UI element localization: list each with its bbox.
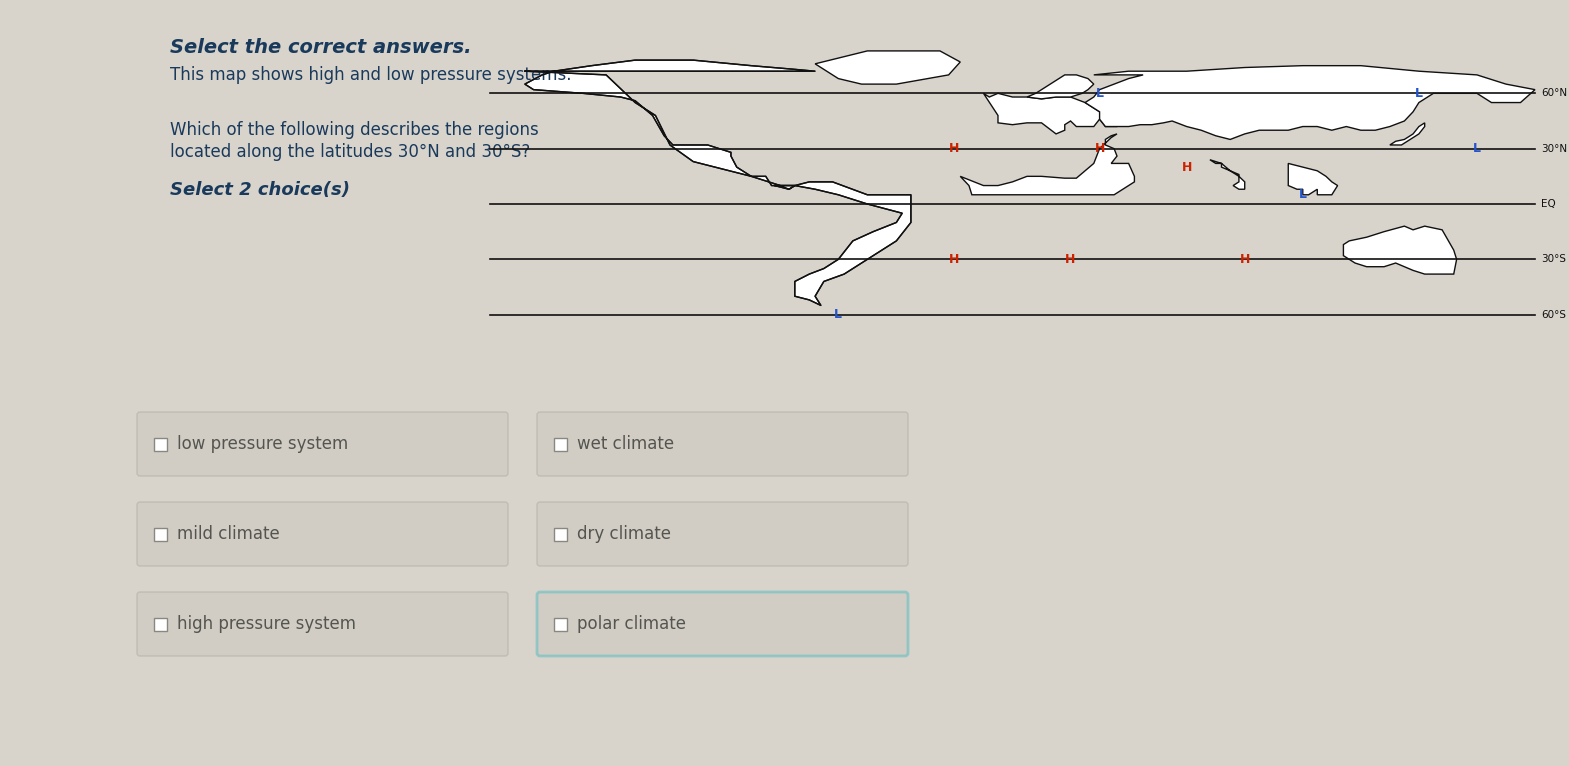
Polygon shape [1210,160,1244,189]
Text: located along the latitudes 30°N and 30°S?: located along the latitudes 30°N and 30°… [169,143,530,161]
Text: dry climate: dry climate [577,525,672,543]
Text: H: H [1095,142,1105,155]
Text: H: H [1181,161,1192,174]
Text: This map shows high and low pressure systems.: This map shows high and low pressure sys… [169,66,571,84]
Text: L: L [1415,87,1423,100]
Polygon shape [1390,123,1425,145]
Bar [154,437,166,450]
FancyBboxPatch shape [137,502,508,566]
Text: polar climate: polar climate [577,615,686,633]
Text: low pressure system: low pressure system [177,435,348,453]
Text: H: H [949,142,960,155]
Polygon shape [1086,66,1534,139]
Text: 60°N: 60°N [1541,88,1567,98]
Polygon shape [775,182,912,306]
Polygon shape [1343,226,1456,274]
Text: L: L [835,308,843,321]
Text: 60°S: 60°S [1541,309,1566,319]
Bar [154,528,166,541]
Polygon shape [984,93,1123,134]
Text: Select 2 choice(s): Select 2 choice(s) [169,181,350,199]
FancyBboxPatch shape [137,412,508,476]
Text: 30°S: 30°S [1541,254,1566,264]
FancyBboxPatch shape [537,592,908,656]
Text: high pressure system: high pressure system [177,615,356,633]
Bar [154,617,166,630]
Polygon shape [816,51,960,84]
FancyBboxPatch shape [137,592,508,656]
Text: L: L [1095,87,1103,100]
Text: mild climate: mild climate [177,525,279,543]
Bar [554,617,566,630]
FancyBboxPatch shape [537,502,908,566]
Text: 30°N: 30°N [1541,144,1567,154]
Text: L: L [1473,142,1481,155]
Bar [554,437,566,450]
Polygon shape [526,61,816,189]
Text: EQ: EQ [1541,199,1556,209]
Bar [554,528,566,541]
Polygon shape [960,134,1134,195]
Text: H: H [1240,253,1250,266]
Text: L: L [1299,188,1307,201]
Polygon shape [1288,163,1338,195]
Text: Which of the following describes the regions: Which of the following describes the reg… [169,121,538,139]
FancyBboxPatch shape [537,412,908,476]
Text: Select the correct answers.: Select the correct answers. [169,38,472,57]
Text: H: H [949,253,960,266]
Text: H: H [1065,253,1076,266]
Text: wet climate: wet climate [577,435,675,453]
Polygon shape [1028,75,1094,99]
